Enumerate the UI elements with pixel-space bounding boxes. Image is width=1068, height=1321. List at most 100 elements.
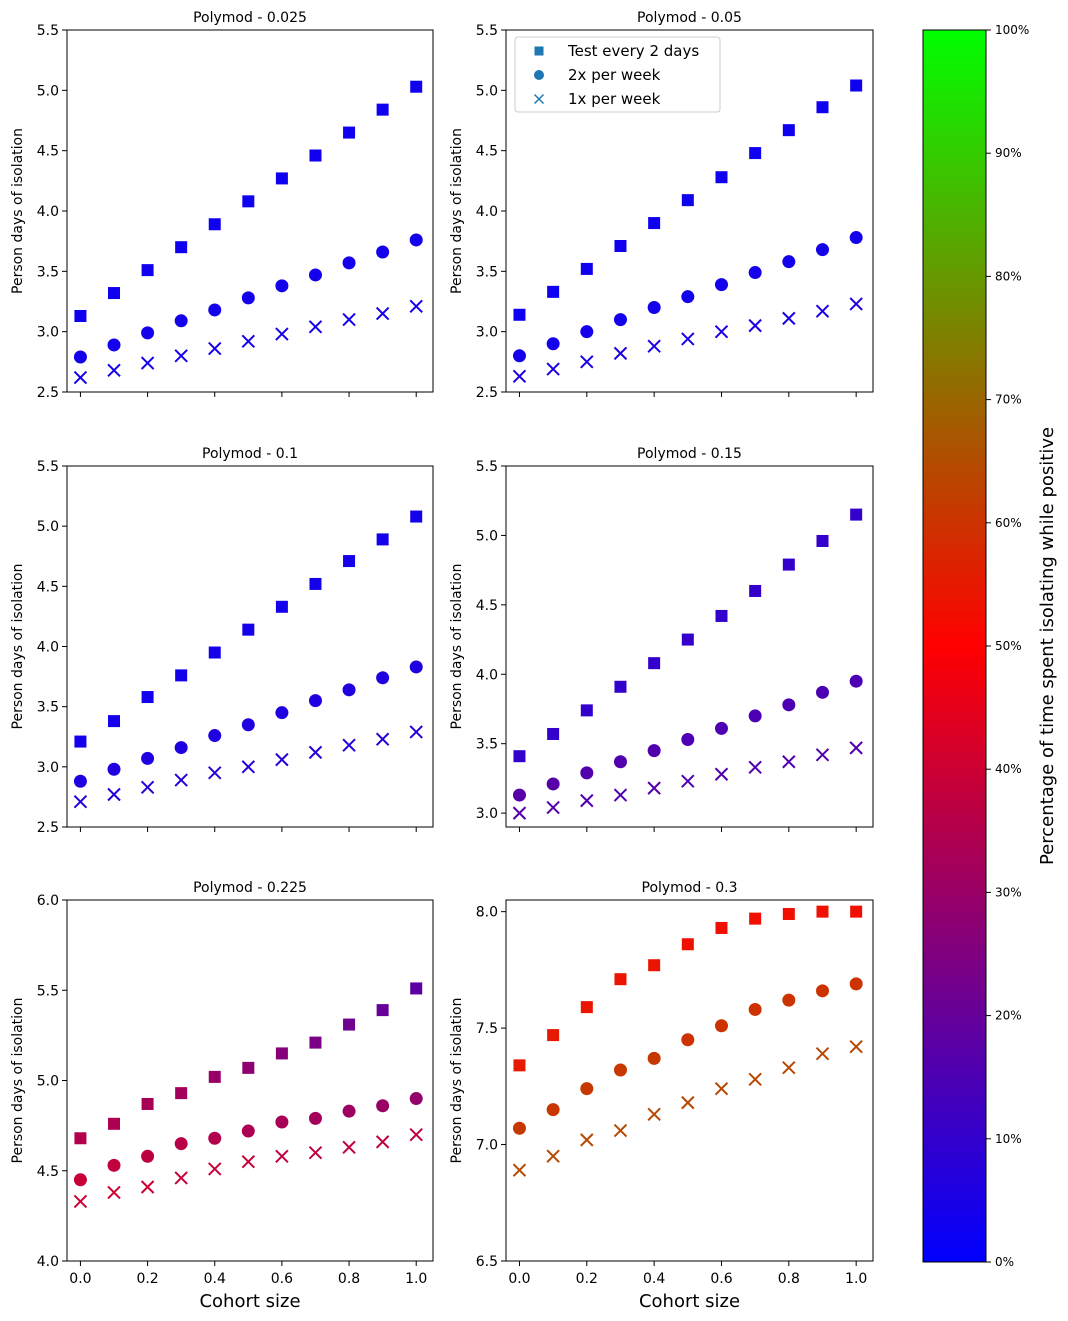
colorbar-tick-label: 80% (995, 269, 1022, 283)
data-point-x (748, 318, 762, 333)
y-tick-label: 8.0 (476, 905, 498, 921)
x-tick-label: 0.0 (508, 1271, 530, 1287)
data-point-circle (241, 291, 255, 305)
data-point-x (275, 752, 289, 767)
series-x (73, 1127, 423, 1209)
data-point-circle (174, 741, 188, 755)
x-tick-label: 0.8 (338, 1271, 360, 1287)
y-tick-label: 7.0 (476, 1138, 498, 1154)
data-point-square (275, 1047, 288, 1060)
data-point-circle (512, 349, 526, 363)
data-point-x (613, 1123, 628, 1138)
data-point-circle (748, 266, 762, 280)
colorbar-tick-label: 50% (995, 639, 1022, 653)
data-point-x (208, 341, 222, 356)
series-x (73, 299, 423, 385)
subplot-title: Polymod - 0.15 (637, 446, 742, 462)
y-tick-label: 3.5 (476, 737, 498, 753)
data-point-square (141, 264, 154, 277)
legend-circle-marker (534, 70, 544, 80)
data-point-square (580, 1001, 593, 1014)
data-point-x (580, 1133, 594, 1147)
series-square (513, 905, 863, 1072)
data-point-x (140, 1180, 155, 1194)
data-point-x (512, 806, 527, 820)
y-axis-label: Person days of isolation (10, 564, 26, 730)
data-point-circle (512, 788, 526, 802)
data-point-square (242, 195, 255, 208)
series-circle (512, 231, 863, 363)
data-point-circle (714, 1019, 728, 1033)
x-tick-label: 0.4 (204, 1271, 226, 1287)
data-point-square (513, 1059, 526, 1072)
data-point-square (141, 691, 154, 704)
data-point-square (681, 938, 694, 951)
data-point-x (714, 324, 729, 339)
data-point-square (749, 912, 762, 925)
y-tick-label: 7.5 (476, 1021, 498, 1037)
y-tick-label: 4.0 (476, 667, 498, 683)
data-point-x (748, 1072, 762, 1087)
y-tick-label: 4.5 (476, 144, 498, 160)
data-point-circle (815, 243, 829, 257)
data-point-square (175, 1087, 188, 1100)
data-point-circle (782, 698, 796, 712)
data-point-x (681, 1095, 695, 1110)
subplot-1: Polymod - 0.025 2.5 3.0 3.5 4.0 4.5 5.0 5.5 Pers… (10, 10, 434, 401)
data-point-circle (849, 977, 863, 991)
data-point-x (782, 755, 796, 769)
data-point-circle (748, 709, 762, 723)
y-tick-label: 6.5 (476, 1254, 498, 1270)
legend-label: 1x per week (568, 90, 661, 108)
data-point-x (208, 766, 222, 780)
y-tick-label: 5.0 (37, 83, 59, 99)
subplot-grid: Polymod - 0.025 2.5 3.0 3.5 4.0 4.5 5.0 5.5 Pers… (10, 10, 874, 1312)
data-point-circle (580, 325, 594, 339)
data-point-circle (73, 350, 87, 364)
x-tick-label: 1.0 (405, 1271, 427, 1287)
data-point-x (782, 311, 796, 326)
data-point-x (512, 1163, 527, 1177)
subplot-3: Polymod - 0.1 2.5 3.0 3.5 4.0 4.5 5.0 5.5 Person… (10, 446, 434, 836)
data-point-x (647, 1107, 661, 1121)
x-tick-label: 0.4 (643, 1271, 665, 1287)
data-point-x (107, 787, 121, 802)
data-point-x (174, 1171, 188, 1185)
data-point-square (782, 558, 795, 571)
data-point-circle (208, 729, 222, 743)
data-point-x (815, 748, 830, 762)
y-tick-label: 5.5 (37, 459, 59, 475)
y-tick-label: 2.5 (476, 385, 498, 401)
data-point-square (108, 287, 121, 300)
subplot-title: Polymod - 0.1 (202, 446, 298, 462)
subplot-6: Polymod - 0.3 6.5 7.0 7.5 8.0 0.0 0.2 0.4 0.6 0.8… (449, 880, 874, 1312)
data-point-x (849, 1040, 863, 1054)
data-point-square (242, 1061, 255, 1074)
data-point-circle (107, 338, 121, 352)
data-point-square (614, 680, 627, 693)
data-point-square (410, 80, 423, 93)
colorbar-tick-label: 60% (995, 516, 1022, 530)
y-tick-label: 3.0 (476, 806, 498, 822)
y-tick-label: 3.5 (476, 264, 498, 280)
colorbar-tick-label: 20% (995, 1009, 1022, 1023)
data-point-square (614, 239, 627, 252)
data-point-x (409, 299, 423, 314)
y-tick-label: 4.0 (476, 204, 498, 220)
data-point-square (715, 921, 728, 934)
data-point-x (714, 1081, 729, 1096)
data-point-circle (141, 1149, 155, 1163)
data-point-circle (613, 1063, 627, 1077)
data-point-x (73, 1194, 88, 1209)
series-x (512, 741, 863, 820)
data-point-square (547, 727, 560, 740)
y-tick-label: 4.5 (37, 1164, 59, 1180)
data-point-circle (308, 694, 322, 708)
y-axis-label: Person days of isolation (449, 998, 465, 1164)
data-point-x (546, 362, 560, 376)
data-point-x (546, 1149, 560, 1163)
y-tick-label: 5.0 (476, 528, 498, 544)
data-point-x (815, 1047, 830, 1061)
y-axis-label: Person days of isolation (449, 128, 465, 294)
plot-frame (66, 29, 434, 393)
